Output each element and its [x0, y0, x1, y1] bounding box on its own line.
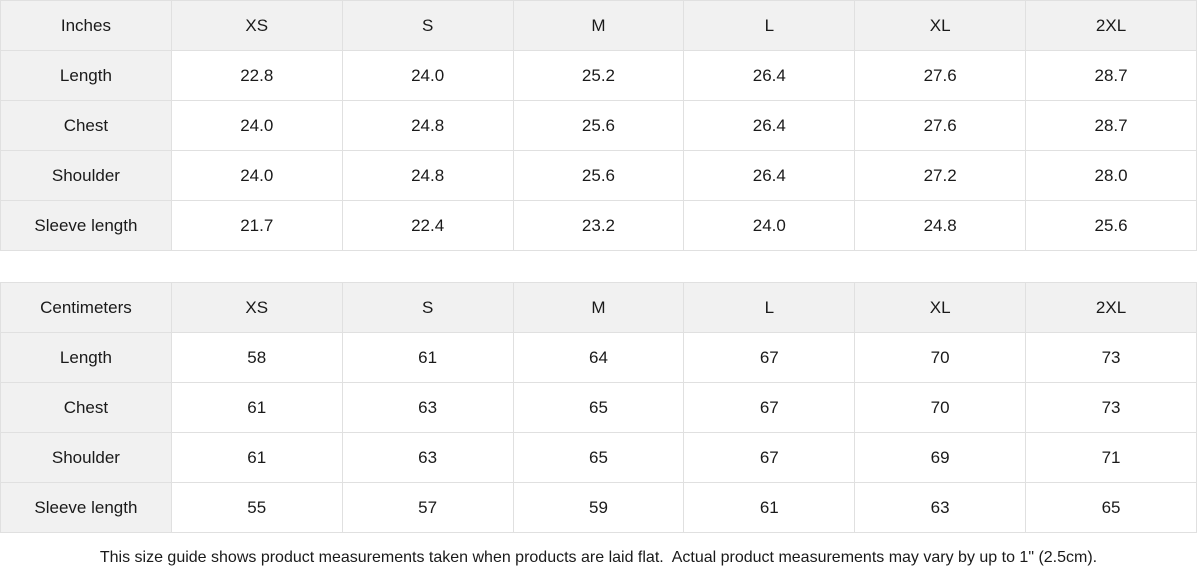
value-cell: 26.4	[683, 50, 856, 101]
value-cell: 64	[512, 332, 685, 383]
size-header-cell: XS	[170, 0, 343, 51]
table-row: Sleeve length 55 57 59 61 63 65	[0, 482, 1197, 533]
size-header-cell: XL	[854, 0, 1027, 51]
row-label-cell: Length	[0, 50, 172, 101]
value-cell: 22.4	[341, 200, 514, 251]
inches-table: Inches XS S M L XL 2XL Length 22.8 24.0 25.2 26.4 2…	[0, 0, 1197, 251]
value-cell: 67	[683, 432, 856, 483]
value-cell: 69	[854, 432, 1027, 483]
row-label-cell: Length	[0, 332, 172, 383]
value-cell: 65	[512, 382, 685, 433]
value-cell: 61	[170, 382, 343, 433]
value-cell: 73	[1025, 332, 1197, 383]
value-cell: 65	[1025, 482, 1197, 533]
table-row: Length 22.8 24.0 25.2 26.4 27.6 28.7	[0, 50, 1197, 101]
value-cell: 28.7	[1025, 100, 1197, 151]
value-cell: 26.4	[683, 150, 856, 201]
table-row: Sleeve length 21.7 22.4 23.2 24.0 24.8 25.6	[0, 200, 1197, 251]
value-cell: 70	[854, 332, 1027, 383]
value-cell: 55	[170, 482, 343, 533]
inches-table-header: Inches XS S M L XL 2XL	[0, 0, 1197, 51]
value-cell: 24.0	[170, 100, 343, 151]
row-label-cell: Chest	[0, 100, 172, 151]
unit-header-cell: Centimeters	[0, 282, 172, 333]
value-cell: 27.2	[854, 150, 1027, 201]
value-cell: 67	[683, 332, 856, 383]
value-cell: 24.0	[341, 50, 514, 101]
header-row: Inches XS S M L XL 2XL	[0, 0, 1197, 51]
table-row: Length 58 61 64 67 70 73	[0, 332, 1197, 383]
value-cell: 73	[1025, 382, 1197, 433]
inches-table-body: Length 22.8 24.0 25.2 26.4 27.6 28.7 Chest 24.0 2…	[0, 50, 1197, 251]
value-cell: 28.7	[1025, 50, 1197, 101]
value-cell: 25.2	[512, 50, 685, 101]
value-cell: 61	[683, 482, 856, 533]
value-cell: 24.8	[341, 150, 514, 201]
size-header-cell: XL	[854, 282, 1027, 333]
value-cell: 63	[341, 432, 514, 483]
table-row: Shoulder 24.0 24.8 25.6 26.4 27.2 28.0	[0, 150, 1197, 201]
value-cell: 21.7	[170, 200, 343, 251]
value-cell: 26.4	[683, 100, 856, 151]
table-row: Chest 61 63 65 67 70 73	[0, 382, 1197, 433]
value-cell: 61	[170, 432, 343, 483]
size-header-cell: L	[683, 0, 856, 51]
value-cell: 24.8	[341, 100, 514, 151]
row-label-cell: Sleeve length	[0, 200, 172, 251]
value-cell: 61	[341, 332, 514, 383]
row-label-cell: Chest	[0, 382, 172, 433]
value-cell: 67	[683, 382, 856, 433]
value-cell: 63	[341, 382, 514, 433]
size-header-cell: M	[512, 0, 685, 51]
value-cell: 27.6	[854, 100, 1027, 151]
value-cell: 59	[512, 482, 685, 533]
size-guide-note: This size guide shows product measuremen…	[0, 533, 1197, 582]
value-cell: 65	[512, 432, 685, 483]
value-cell: 58	[170, 332, 343, 383]
value-cell: 24.8	[854, 200, 1027, 251]
row-label-cell: Shoulder	[0, 150, 172, 201]
value-cell: 57	[341, 482, 514, 533]
size-header-cell: 2XL	[1025, 0, 1197, 51]
size-header-cell: M	[512, 282, 685, 333]
value-cell: 25.6	[512, 150, 685, 201]
value-cell: 28.0	[1025, 150, 1197, 201]
unit-header-cell: Inches	[0, 0, 172, 51]
table-row: Shoulder 61 63 65 67 69 71	[0, 432, 1197, 483]
value-cell: 24.0	[683, 200, 856, 251]
header-row: Centimeters XS S M L XL 2XL	[0, 282, 1197, 333]
value-cell: 71	[1025, 432, 1197, 483]
value-cell: 23.2	[512, 200, 685, 251]
centimeters-table-header: Centimeters XS S M L XL 2XL	[0, 282, 1197, 333]
size-header-cell: XS	[170, 282, 343, 333]
row-label-cell: Sleeve length	[0, 482, 172, 533]
size-header-cell: S	[341, 282, 514, 333]
value-cell: 27.6	[854, 50, 1027, 101]
centimeters-table-body: Length 58 61 64 67 70 73 Chest 61 63 65 67 70 73 Shoul…	[0, 332, 1197, 533]
table-row: Chest 24.0 24.8 25.6 26.4 27.6 28.7	[0, 100, 1197, 151]
size-header-cell: S	[341, 0, 514, 51]
value-cell: 25.6	[512, 100, 685, 151]
row-label-cell: Shoulder	[0, 432, 172, 483]
value-cell: 70	[854, 382, 1027, 433]
value-cell: 24.0	[170, 150, 343, 201]
value-cell: 22.8	[170, 50, 343, 101]
centimeters-table: Centimeters XS S M L XL 2XL Length 58 61 64 67 70 73…	[0, 282, 1197, 533]
size-header-cell: 2XL	[1025, 282, 1197, 333]
table-separator	[0, 251, 1197, 282]
value-cell: 63	[854, 482, 1027, 533]
size-header-cell: L	[683, 282, 856, 333]
value-cell: 25.6	[1025, 200, 1197, 251]
